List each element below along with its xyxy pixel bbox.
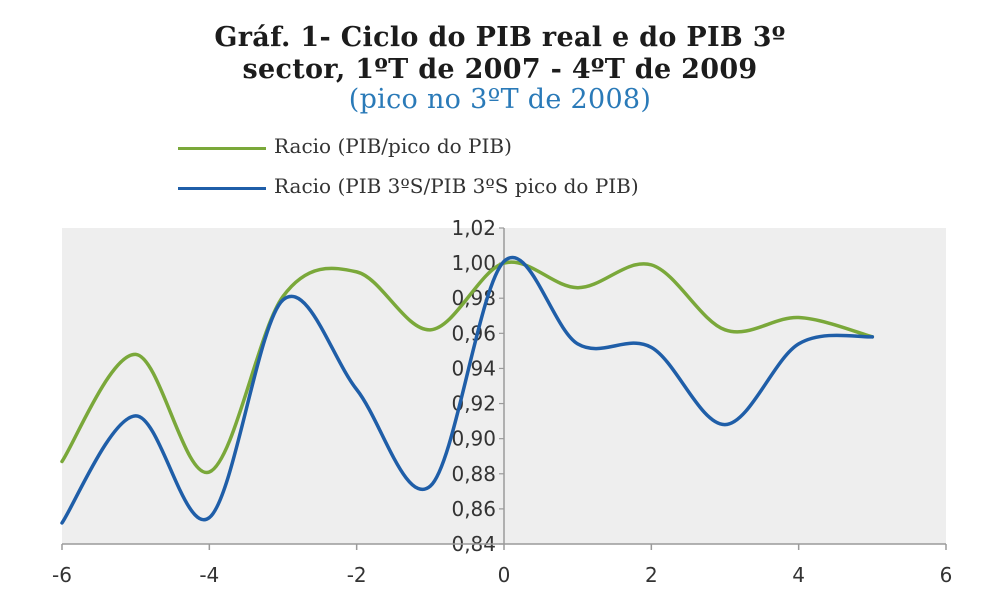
y-tick-label: 0,94 — [451, 356, 496, 380]
y-tick-label: 0,86 — [451, 497, 496, 521]
x-tick-label: 4 — [792, 563, 805, 587]
chart-title-line-1: Gráf. 1- Ciclo do PIB real e do PIB 3º — [214, 22, 786, 53]
series-lines — [60, 256, 875, 525]
y-tick-label: 0,88 — [451, 462, 496, 486]
x-tick-label: 6 — [940, 563, 953, 587]
chart-title-line-2: sector, 1ºT de 2007 - 4ºT de 2009 — [242, 54, 758, 85]
legend-label-series-2: Racio (PIB 3ºS/PIB 3ºS pico do PIB) — [274, 174, 639, 198]
legend-swatch-series-2 — [178, 187, 266, 190]
x-tick-label: -4 — [199, 563, 219, 587]
x-tick-label: -6 — [52, 563, 72, 587]
y-tick-label: 1,02 — [451, 216, 496, 240]
x-tick-label: 0 — [498, 563, 511, 587]
x-axis-ticks: -6 -4 -2 0 2 4 6 — [52, 544, 952, 587]
legend-label-series-1: Racio (PIB/pico do PIB) — [274, 134, 512, 158]
y-tick-label: 0,90 — [451, 427, 496, 451]
x-tick-label: 2 — [645, 563, 658, 587]
chart-subtitle: (pico no 3ºT de 2008) — [348, 84, 652, 115]
series-line-1 — [60, 260, 875, 474]
series-line-2 — [60, 256, 875, 525]
legend-swatch-series-1 — [178, 147, 266, 150]
x-tick-label: -2 — [347, 563, 367, 587]
y-axis-tick-labels: 0,840,860,880,900,920,940,960,981,001,02 — [451, 216, 504, 556]
